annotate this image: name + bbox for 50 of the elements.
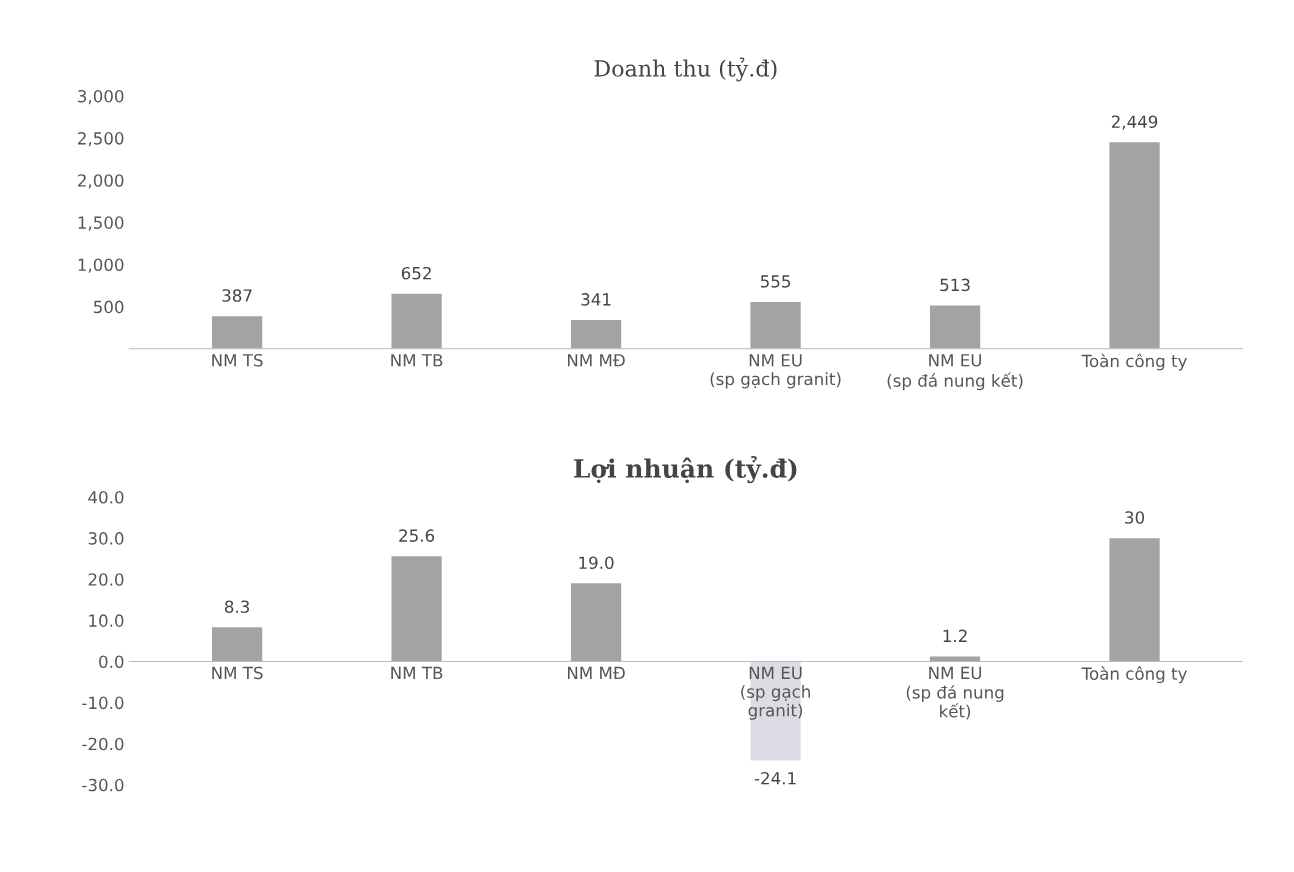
y-tick-label: -10.0 — [82, 696, 124, 710]
x-tick-label: NM MĐ — [567, 354, 625, 367]
y-tick-label: 0.0 — [99, 655, 124, 669]
y-tick-label: -30.0 — [82, 778, 124, 792]
x-tick-label: NM TS — [212, 353, 263, 367]
y-tick-label: 500 — [94, 300, 124, 314]
bar — [929, 305, 981, 349]
x-tick-label: Toàn công ty — [1081, 666, 1187, 684]
bar — [750, 302, 801, 349]
data-label: 8.3 — [224, 600, 250, 614]
y-tick-label: 20.0 — [88, 573, 124, 586]
x-tick-label: NM TS — [212, 666, 263, 680]
y-tick-label: 1,000 — [78, 258, 124, 273]
bar — [211, 627, 263, 662]
bar — [570, 583, 622, 662]
y-tick-label: 1,500 — [78, 216, 124, 231]
x-tick-label: NM TB — [391, 354, 443, 367]
y-tick-label: 3,000 — [78, 89, 124, 105]
chart-title: Doanh thu (tỷ.đ) — [594, 57, 777, 82]
data-label: -24.1 — [754, 771, 796, 785]
data-label: 513 — [940, 278, 970, 292]
bar — [391, 293, 442, 349]
x-tick-label: NM EU (sp đá nung kết) — [906, 666, 1004, 720]
y-tick-label: -20.0 — [82, 737, 124, 751]
y-tick-label: 40.0 — [88, 491, 124, 504]
x-tick-label: NM EU (sp gạch granit) — [741, 666, 810, 720]
data-label: 2,449 — [1111, 115, 1158, 130]
data-label: 652 — [401, 266, 431, 280]
bar — [211, 316, 263, 349]
bar — [570, 320, 622, 349]
data-label: 555 — [760, 275, 791, 288]
bar — [391, 556, 442, 662]
y-tick-label: 2,500 — [78, 132, 124, 147]
bar — [1109, 142, 1160, 349]
data-label: 1.2 — [943, 629, 967, 642]
data-label: 387 — [222, 289, 252, 302]
y-tick-label: 10.0 — [89, 614, 124, 627]
chart-title: Lợi nhuận (tỷ.đ) — [574, 455, 797, 484]
data-label: 30 — [1125, 511, 1145, 524]
y-tick-label: 30.0 — [88, 532, 124, 545]
data-label: 341 — [581, 293, 611, 306]
x-tick-label: NM EU (sp gạch granit) — [710, 354, 841, 389]
data-label: 19.0 — [579, 556, 614, 570]
x-tick-label: NM EU (sp đá nung kết) — [887, 354, 1023, 391]
x-tick-label: NM TB — [391, 666, 443, 679]
y-tick-label: 2,000 — [78, 174, 124, 189]
bar — [1109, 538, 1160, 662]
x-tick-label: Toàn công ty — [1081, 353, 1187, 371]
data-label: 25.6 — [399, 529, 435, 542]
x-tick-label: NM MĐ — [567, 666, 625, 679]
